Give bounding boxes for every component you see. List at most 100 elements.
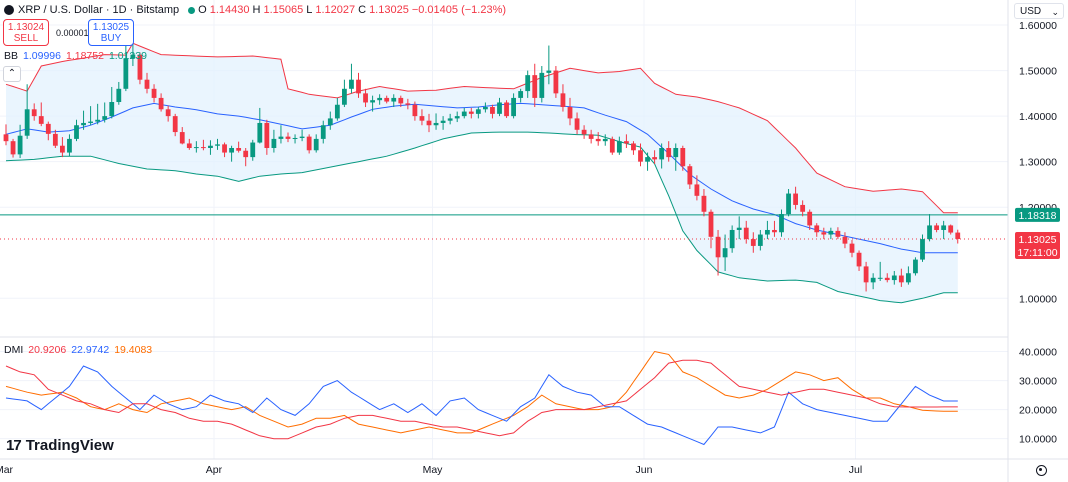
candle [757,229,763,251]
candle [680,145,686,171]
candle-body [757,234,763,246]
candle-body [31,109,37,117]
candle-body [186,143,192,149]
close-label: C [358,4,367,16]
dmi-legend[interactable]: DMI 20.9206 22.9742 19.4083 [4,344,152,356]
candle-body [356,79,361,94]
sell-button[interactable]: 1.13024 SELL [3,19,49,46]
price-axis[interactable]: 1.600001.500001.400001.300001.200001.000… [1019,20,1057,305]
candle-body [645,157,650,162]
candle-body [278,136,284,139]
candle [377,94,383,105]
candle [736,216,742,240]
candle-body [941,225,947,230]
bb-legend[interactable]: BB 1.09996 1.18752 1.01239 [4,50,147,62]
candle-body [292,137,298,139]
candle [511,93,516,119]
candle-body [828,230,834,235]
candle-body [891,275,897,281]
candle-body [504,102,509,117]
candle [447,113,453,125]
gear-icon[interactable] [1036,465,1047,476]
candle [616,136,622,155]
candle [863,261,869,292]
candle [349,63,354,94]
candle-body [913,259,918,274]
dmi-tick-label: 10.0000 [1019,434,1057,446]
candle [52,129,58,149]
candle [426,113,432,133]
candle-body [567,107,573,119]
candle [518,88,524,103]
bb-basis-line [5,102,958,254]
candle [144,72,150,94]
candle [588,129,594,144]
candle-body [518,91,524,98]
low-value: 1.12027 [315,4,356,16]
candle-body [440,120,446,123]
candle [652,150,657,164]
chevron-up-icon[interactable]: ⌃ [3,66,21,82]
candle-body [377,97,383,101]
candle-body [201,147,206,149]
time-axis[interactable]: Mar Apr May Jun Jul [0,464,862,476]
candle-body [631,143,636,151]
candle [384,95,390,104]
candle-body [638,150,643,162]
candle [17,124,23,159]
dmi-axis[interactable]: 40.0000 30.0000 20.0000 10.0000 [1019,347,1057,446]
candle [370,95,375,112]
candle [779,209,784,237]
candle [948,224,954,235]
candle [165,105,171,122]
tradingview-logo[interactable]: 17 TradingView [6,437,114,454]
candle-body [609,138,615,153]
candle [88,106,93,126]
candle [208,140,213,155]
high-value: 1.15065 [263,4,304,16]
candle-body [729,229,735,249]
candle [306,134,312,154]
horizontal-line-group[interactable] [0,214,1008,240]
candle [74,119,79,142]
symbol-title[interactable]: XRP / U.S. Dollar · 1D · Bitstamp [18,4,180,16]
buy-button[interactable]: 1.13025 BUY [88,19,134,46]
candle-body [229,148,234,153]
horizontal-line-price-label: 1.18318 [1019,210,1057,222]
candle-body [123,58,129,89]
last-price-badge [1015,231,1060,259]
dmi-minus-value: 22.9742 [71,344,110,356]
candle [666,141,672,162]
xrp-logo-icon [4,5,14,15]
time-tick-label: Mar [0,464,14,476]
candle-body [327,118,333,126]
currency-selector[interactable]: USD ⌄ [1014,3,1064,19]
dmi-minus-line [5,365,958,446]
candle [419,109,425,126]
candle [835,227,841,240]
symbol-legend[interactable]: XRP / U.S. Dollar · 1D · Bitstamp O 1.144… [4,4,509,16]
candle [786,188,791,217]
candle [95,103,101,125]
price-tick-label: 1.60000 [1019,20,1057,32]
candle-body [553,70,559,94]
candle [687,163,693,189]
candle-body [483,107,488,110]
candle-body [243,150,249,158]
candle-body [659,148,665,160]
candle-body [116,88,122,103]
candle-body [419,116,425,121]
candle [553,66,559,98]
candle-body [45,123,51,134]
buy-price: 1.13025 [92,22,130,33]
candle [673,143,679,171]
candle-body [920,239,925,260]
currency-label: USD [1020,6,1042,17]
candle-body [680,148,686,167]
candle [828,227,834,240]
candle-body [490,107,495,114]
candle-body [222,144,227,153]
candle [109,86,115,119]
candle-body [602,138,608,142]
